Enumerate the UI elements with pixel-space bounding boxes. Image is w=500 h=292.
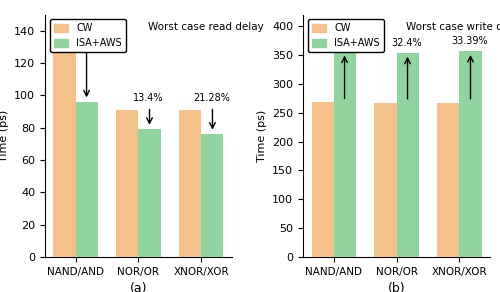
X-axis label: (b): (b): [388, 282, 406, 292]
Text: Worst case write delay: Worst case write delay: [406, 22, 500, 32]
Bar: [460, 51, 481, 257]
Text: 32.4%: 32.4%: [391, 38, 422, 48]
Bar: [312, 102, 334, 257]
Y-axis label: Time (ps): Time (ps): [256, 110, 266, 162]
Bar: [374, 103, 396, 257]
Bar: [138, 129, 160, 257]
Legend: CW, ISA+AWS: CW, ISA+AWS: [308, 20, 384, 52]
Text: 32.64%: 32.64%: [325, 37, 362, 47]
Bar: [396, 53, 418, 257]
Text: 21.28%: 21.28%: [193, 93, 230, 103]
Text: 33.39%: 33.39%: [451, 36, 488, 46]
X-axis label: (a): (a): [130, 282, 147, 292]
Bar: [76, 102, 98, 257]
Text: Worst case read delay: Worst case read delay: [148, 22, 264, 32]
Text: 13.4%: 13.4%: [133, 93, 164, 103]
Bar: [202, 134, 224, 257]
Text: 27.41%: 27.41%: [67, 27, 104, 37]
Bar: [180, 110, 202, 257]
Bar: [116, 110, 138, 257]
Bar: [54, 44, 76, 257]
Legend: CW, ISA+AWS: CW, ISA+AWS: [50, 20, 126, 52]
Y-axis label: Time (ps): Time (ps): [0, 110, 8, 162]
Bar: [334, 51, 355, 257]
Bar: [438, 103, 460, 257]
